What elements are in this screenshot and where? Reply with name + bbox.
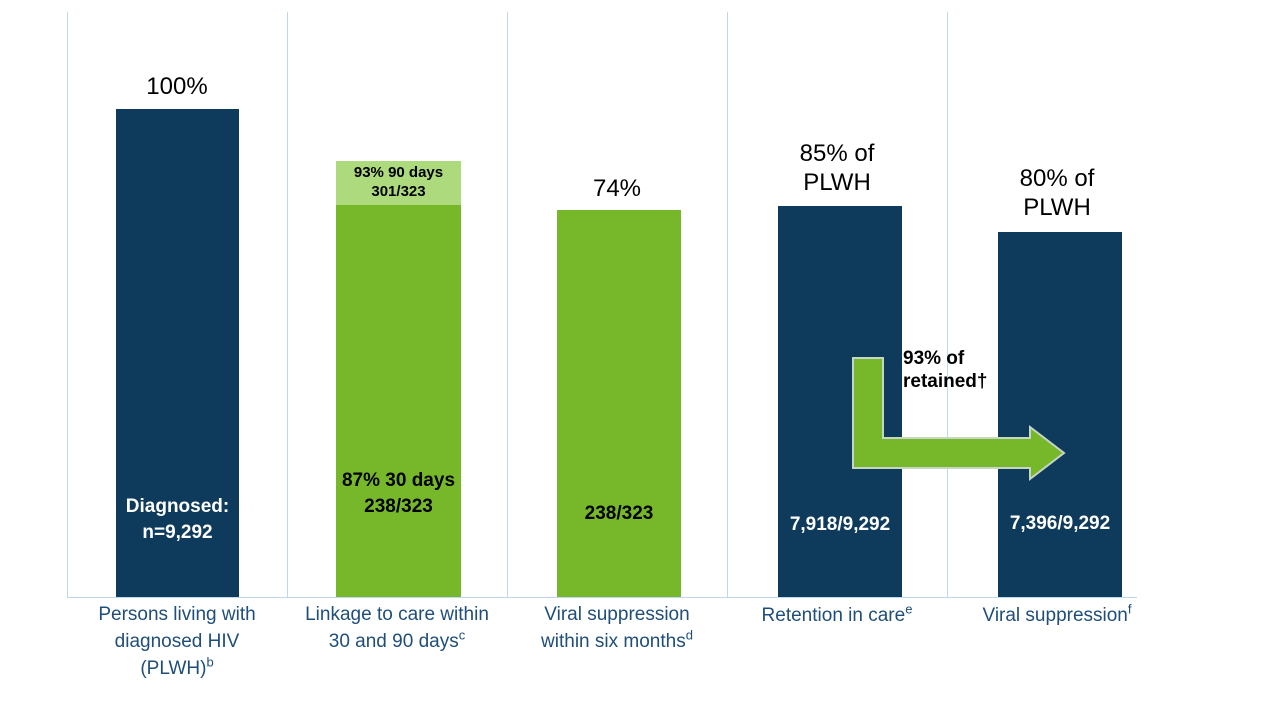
percent-label-line: PLWH xyxy=(1023,194,1091,221)
bar-value-label: 7,918/9,292 xyxy=(778,512,902,538)
panel-divider-line xyxy=(507,12,508,597)
bar-percent-label: 74% xyxy=(507,174,727,203)
bar-value-label: Diagnosed: n=9,292 xyxy=(116,494,239,546)
axis-label-text: Retention in care xyxy=(761,605,906,626)
footnote-marker: f xyxy=(1127,601,1132,617)
bar-viral-suppression-6mo xyxy=(557,210,681,597)
bar-value-line: 238/323 xyxy=(364,496,433,517)
axis-label-line: diagnosed HIV xyxy=(114,631,240,652)
percent-label-line: 74% xyxy=(592,175,642,202)
axis-label-text: Viral suppression xyxy=(982,605,1128,626)
bar-diagnosed-plwh xyxy=(116,109,239,597)
segment-value-label: 93% 90 days 301/323 xyxy=(336,163,461,201)
bar-value-label: 7,396/9,292 xyxy=(998,511,1122,537)
bar-percent-label: 85% of PLWH xyxy=(727,139,947,197)
axis-label-text: within six months xyxy=(541,631,686,652)
panel-divider-line xyxy=(727,12,728,597)
bar-value-line: Diagnosed: xyxy=(125,496,230,517)
bar-value-line: 87% 30 days xyxy=(341,470,456,491)
bar-value-line: 7,918/9,292 xyxy=(789,514,891,535)
segment-value-line: 93% 90 days xyxy=(353,164,444,181)
percent-label-line: 100% xyxy=(146,73,208,100)
bar-value-line: 238/323 xyxy=(584,503,654,524)
axis-label-line: Linkage to care within xyxy=(305,604,489,625)
arrow-annotation: 93% of retained† xyxy=(903,347,1033,393)
panel-divider-line xyxy=(67,12,68,597)
bar-percent-label: 80% of PLWH xyxy=(947,164,1167,222)
bar-viral-suppression xyxy=(998,232,1122,597)
panel-divider-line xyxy=(947,12,948,597)
bar-percent-label: 100% xyxy=(67,72,287,101)
bar-linkage-30day xyxy=(336,205,461,597)
arrow-annotation-line: 93% of xyxy=(903,348,965,369)
bar-value-label: 238/323 xyxy=(557,501,681,527)
axis-label-line: Viral suppressionf xyxy=(947,602,1167,629)
bar-value-line: n=9,292 xyxy=(142,522,213,543)
axis-label-line: within six monthsd xyxy=(507,628,727,655)
axis-label-line: Persons living with xyxy=(98,604,256,625)
footnote-marker: d xyxy=(685,627,693,643)
footnote-marker: e xyxy=(905,601,913,617)
axis-label-line: 30 and 90 daysc xyxy=(287,628,507,655)
footnote-marker: b xyxy=(206,654,214,670)
bar-linkage-90day-segment xyxy=(336,161,461,205)
retained-elbow-arrow-shape xyxy=(852,357,1066,482)
percent-label-line: 85% of xyxy=(799,140,875,167)
x-axis-label-viral-suppression: Viral suppressionf xyxy=(947,602,1167,629)
axis-label-line: Viral suppression xyxy=(544,604,690,625)
x-axis-label-retention: Retention in caree xyxy=(727,602,947,629)
x-axis-label-plwh: Persons living with diagnosed HIV (PLWH)… xyxy=(67,601,287,682)
axis-label-line: (PLWH)b xyxy=(67,655,287,682)
bar-value-line: 7,396/9,292 xyxy=(1009,513,1111,534)
axis-label-text: (PLWH) xyxy=(140,658,207,679)
x-axis-label-viral-suppression-6mo: Viral suppression within six monthsd xyxy=(507,601,727,655)
x-axis-line xyxy=(67,597,1137,598)
percent-label-line: PLWH xyxy=(803,169,871,196)
axis-label-text: 30 and 90 days xyxy=(328,631,459,652)
segment-value-line: 301/323 xyxy=(371,183,426,200)
axis-label-line: Retention in caree xyxy=(727,602,947,629)
footnote-marker: c xyxy=(458,627,466,643)
panel-divider-line xyxy=(287,12,288,597)
bar-value-label: 87% 30 days 238/323 xyxy=(336,468,461,520)
x-axis-label-linkage: Linkage to care within 30 and 90 daysc xyxy=(287,601,507,655)
arrow-annotation-line: retained† xyxy=(903,371,988,392)
percent-label-line: 80% of xyxy=(1019,165,1095,192)
